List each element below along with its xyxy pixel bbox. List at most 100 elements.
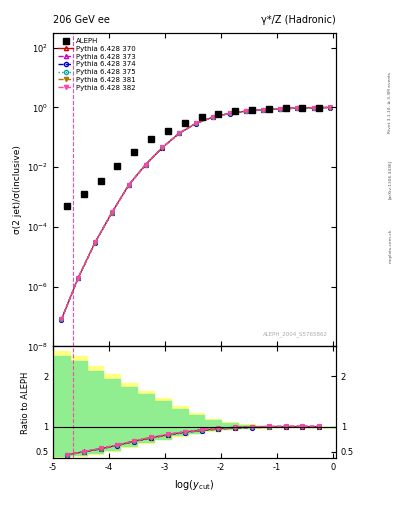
Pythia 6.428 373 — [277, 105, 282, 112]
Pythia 6.428 381 — [277, 106, 282, 112]
Text: γ*/Z (Hadronic): γ*/Z (Hadronic) — [261, 14, 336, 25]
Pythia 6.428 382 — [261, 106, 266, 113]
X-axis label: $\log(y_{\rm cut})$: $\log(y_{\rm cut})$ — [174, 478, 215, 492]
ALEPH — [98, 178, 103, 184]
Pythia 6.428 382 — [311, 104, 316, 111]
Pythia 6.428 375 — [194, 120, 198, 126]
Pythia 6.428 374 — [143, 162, 148, 168]
Line: ALEPH: ALEPH — [64, 105, 322, 209]
Pythia 6.428 374 — [194, 120, 198, 126]
Pythia 6.428 375 — [76, 274, 81, 281]
Pythia 6.428 375 — [160, 144, 165, 151]
Pythia 6.428 373 — [76, 274, 81, 281]
Pythia 6.428 374 — [244, 108, 249, 114]
Pythia 6.428 373 — [194, 120, 198, 126]
Pythia 6.428 381 — [261, 106, 266, 113]
Pythia 6.428 375 — [294, 105, 299, 111]
Pythia 6.428 374 — [294, 105, 299, 111]
Text: [arXiv:1306.3436]: [arXiv:1306.3436] — [388, 160, 392, 199]
Pythia 6.428 373 — [59, 316, 64, 323]
Pythia 6.428 373 — [93, 239, 97, 245]
Pythia 6.428 374 — [126, 182, 131, 188]
ALEPH — [266, 106, 271, 112]
Line: Pythia 6.428 382: Pythia 6.428 382 — [59, 105, 332, 322]
ALEPH — [115, 163, 120, 169]
Pythia 6.428 381 — [328, 104, 333, 111]
Pythia 6.428 374 — [210, 114, 215, 120]
Pythia 6.428 381 — [160, 144, 165, 151]
Pythia 6.428 381 — [210, 114, 215, 120]
Pythia 6.428 375 — [110, 209, 114, 216]
Pythia 6.428 382 — [93, 239, 97, 245]
ALEPH — [216, 111, 221, 117]
Pythia 6.428 373 — [143, 161, 148, 167]
ALEPH — [233, 108, 237, 114]
Pythia 6.428 370 — [143, 162, 148, 168]
Pythia 6.428 381 — [143, 162, 148, 168]
Legend: ALEPH, Pythia 6.428 370, Pythia 6.428 373, Pythia 6.428 374, Pythia 6.428 375, P: ALEPH, Pythia 6.428 370, Pythia 6.428 37… — [57, 37, 137, 92]
Pythia 6.428 370 — [126, 182, 131, 188]
Pythia 6.428 374 — [110, 209, 114, 216]
Pythia 6.428 374 — [328, 104, 333, 111]
Pythia 6.428 373 — [261, 106, 266, 113]
Pythia 6.428 382 — [244, 108, 249, 114]
Text: 206 GeV ee: 206 GeV ee — [53, 14, 110, 25]
Pythia 6.428 370 — [261, 106, 266, 113]
Pythia 6.428 370 — [160, 144, 165, 151]
Pythia 6.428 375 — [261, 106, 266, 113]
Pythia 6.428 374 — [261, 107, 266, 113]
Pythia 6.428 375 — [59, 316, 64, 323]
Pythia 6.428 370 — [294, 105, 299, 111]
Pythia 6.428 375 — [277, 105, 282, 112]
Line: Pythia 6.428 373: Pythia 6.428 373 — [59, 105, 332, 322]
Pythia 6.428 375 — [177, 130, 182, 136]
Y-axis label: σ(2 jet)/σ(inclusive): σ(2 jet)/σ(inclusive) — [13, 145, 22, 234]
Pythia 6.428 375 — [126, 182, 131, 188]
Pythia 6.428 382 — [194, 120, 198, 126]
Pythia 6.428 370 — [110, 209, 114, 216]
Pythia 6.428 370 — [244, 108, 249, 114]
Pythia 6.428 373 — [126, 182, 131, 188]
Pythia 6.428 382 — [277, 105, 282, 112]
Pythia 6.428 375 — [244, 108, 249, 114]
Pythia 6.428 373 — [177, 130, 182, 136]
Pythia 6.428 370 — [277, 106, 282, 112]
ALEPH — [132, 149, 137, 155]
Pythia 6.428 381 — [76, 274, 81, 281]
Pythia 6.428 382 — [210, 114, 215, 120]
Text: mcplots.cern.ch: mcplots.cern.ch — [388, 228, 392, 263]
Pythia 6.428 370 — [177, 130, 182, 136]
Pythia 6.428 370 — [76, 274, 81, 281]
Pythia 6.428 373 — [160, 144, 165, 151]
Pythia 6.428 374 — [76, 275, 81, 281]
Pythia 6.428 373 — [210, 114, 215, 120]
Pythia 6.428 370 — [210, 114, 215, 120]
Pythia 6.428 370 — [227, 111, 232, 117]
Text: ALEPH_2004_S5765862: ALEPH_2004_S5765862 — [263, 331, 327, 337]
Pythia 6.428 374 — [93, 240, 97, 246]
Y-axis label: Ratio to ALEPH: Ratio to ALEPH — [20, 371, 29, 434]
Pythia 6.428 373 — [294, 105, 299, 111]
Pythia 6.428 381 — [59, 316, 64, 323]
ALEPH — [165, 127, 170, 134]
Pythia 6.428 381 — [177, 130, 182, 136]
Pythia 6.428 373 — [244, 108, 249, 114]
Pythia 6.428 382 — [328, 104, 333, 111]
Pythia 6.428 375 — [311, 104, 316, 111]
ALEPH — [283, 105, 288, 111]
Pythia 6.428 375 — [93, 239, 97, 245]
Pythia 6.428 381 — [93, 240, 97, 246]
Pythia 6.428 370 — [311, 104, 316, 111]
ALEPH — [300, 104, 305, 111]
Pythia 6.428 382 — [126, 182, 131, 188]
Pythia 6.428 381 — [194, 120, 198, 126]
Pythia 6.428 373 — [110, 209, 114, 216]
Pythia 6.428 370 — [328, 104, 333, 111]
Pythia 6.428 382 — [59, 316, 64, 323]
Pythia 6.428 382 — [294, 105, 299, 111]
Pythia 6.428 374 — [227, 111, 232, 117]
Pythia 6.428 381 — [311, 104, 316, 111]
ALEPH — [81, 190, 86, 197]
Pythia 6.428 375 — [227, 110, 232, 116]
Pythia 6.428 381 — [110, 209, 114, 216]
